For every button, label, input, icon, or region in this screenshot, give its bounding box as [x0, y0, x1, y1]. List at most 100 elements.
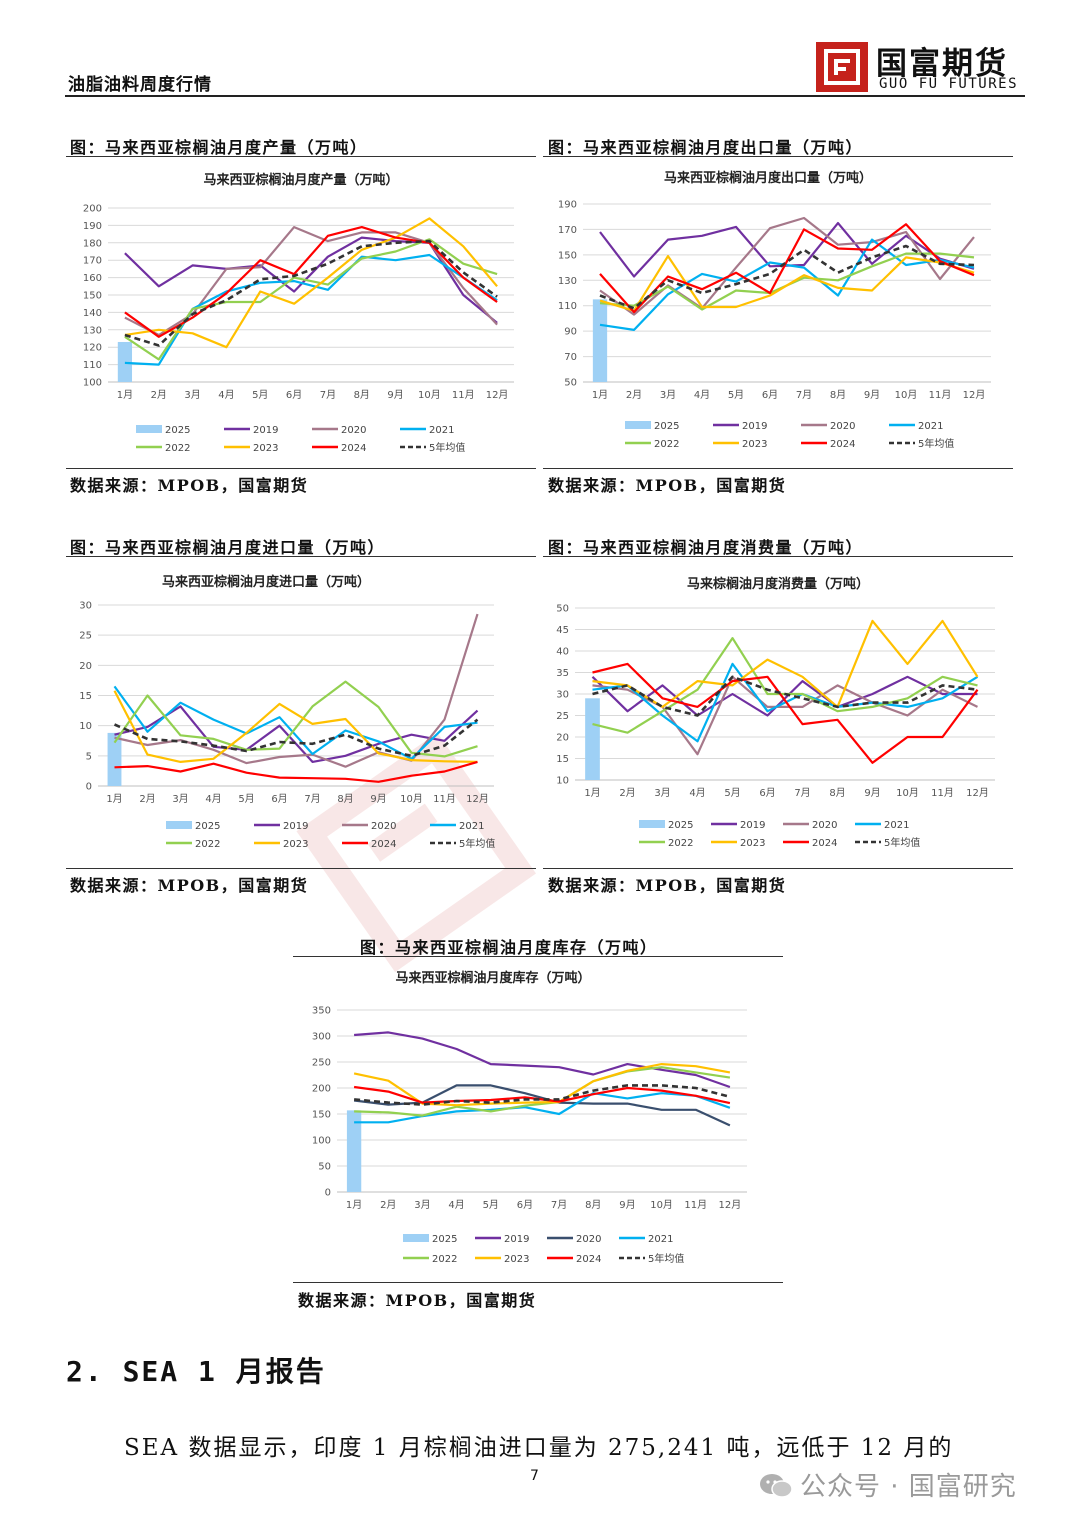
series-line-2019 — [591, 675, 978, 717]
x-tick-label: 6月 — [762, 389, 778, 401]
x-tick-label: 4月 — [689, 787, 705, 799]
company-logo-icon — [816, 42, 868, 92]
legend-label: 5年均值 — [648, 1252, 684, 1265]
y-tick-label: 170 — [558, 225, 577, 236]
series-line-2023 — [124, 217, 498, 349]
x-tick-label: 2月 — [139, 793, 155, 805]
y-tick-label: 50 — [556, 604, 569, 615]
page-number: 7 — [530, 1468, 539, 1484]
figure-rule — [543, 156, 1013, 157]
x-tick-label: 1月 — [346, 1199, 362, 1211]
figure-source: 数据来源：MPOB，国富期货 — [70, 476, 309, 495]
legend-label: 2020 — [576, 1234, 601, 1245]
body-paragraph: SEA 数据显示，印度 1 月棕榈油进口量为 275,241 吨，远低于 12 … — [124, 1435, 954, 1461]
y-tick-label: 200 — [312, 1084, 331, 1095]
y-tick-label: 200 — [83, 204, 102, 215]
section-title: 2. SEA 1 月报告 — [66, 1355, 326, 1388]
x-tick-label: 9月 — [619, 1199, 635, 1211]
y-tick-label: 30 — [79, 601, 92, 612]
series-line-2020 — [353, 1084, 731, 1127]
document-title: 油脂油料周度行情 — [68, 75, 212, 95]
x-tick-label: 6月 — [517, 1199, 533, 1211]
x-tick-label: 10月 — [895, 389, 918, 401]
x-tick-label: 5月 — [724, 787, 740, 799]
legend-swatch — [403, 1234, 429, 1242]
x-tick-label: 1月 — [592, 389, 608, 401]
y-tick-label: 300 — [312, 1032, 331, 1043]
legend-swatch — [166, 821, 192, 829]
company-name-cn: 国富期货 — [876, 46, 1008, 82]
legend-label: 2020 — [812, 820, 837, 831]
figure-rule — [66, 556, 536, 557]
legend-label: 2019 — [504, 1234, 529, 1245]
y-tick-label: 90 — [564, 327, 577, 338]
legend-label: 2025 — [654, 421, 679, 432]
x-tick-label: 11月 — [931, 787, 954, 799]
series-line-2021 — [124, 253, 498, 366]
bar-2025 — [585, 698, 600, 780]
chart-title: 马来西亚棕榈油月度产量（万吨） — [203, 172, 398, 188]
legend-label: 2023 — [283, 839, 308, 850]
wechat-icon — [758, 1472, 794, 1504]
figure-caption: 图：马来西亚棕榈油月度产量（万吨） — [70, 138, 368, 157]
y-tick-label: 15 — [556, 754, 569, 765]
x-tick-label: 4月 — [205, 793, 221, 805]
x-tick-label: 7月 — [304, 793, 320, 805]
export-chart: 马来西亚棕榈油月度出口量（万吨） 50 70 90 110 130 150 170 190 1月 2… — [558, 170, 991, 450]
legend-label: 2024 — [812, 838, 837, 849]
y-tick-label: 190 — [558, 200, 577, 211]
y-tick-label: 0 — [325, 1188, 331, 1199]
y-tick-label: 70 — [564, 352, 577, 363]
y-tick-label: 180 — [83, 238, 102, 249]
x-tick-label: 7月 — [320, 389, 336, 401]
series-line-2022 — [354, 1066, 731, 1117]
x-tick-label: 7月 — [796, 389, 812, 401]
series-line-avg — [353, 1084, 731, 1106]
figure-source: 数据来源：MPOB，国富期货 — [548, 876, 787, 895]
y-tick-label: 25 — [79, 631, 92, 642]
x-tick-label: 1月 — [117, 389, 133, 401]
legend-label: 2020 — [830, 421, 855, 432]
x-tick-label: 12月 — [719, 1199, 742, 1211]
legend-label: 2021 — [884, 820, 909, 831]
legend-label: 2019 — [740, 820, 765, 831]
x-tick-label: 10月 — [418, 389, 441, 401]
x-tick-label: 5月 — [728, 389, 744, 401]
inventory-chart: 马来西亚棕榈油月度库存（万吨） 0 50 100 150 200 250 300 350 1月 2月… — [312, 970, 747, 1265]
series-line-2019 — [354, 1031, 731, 1089]
x-tick-label: 2月 — [380, 1199, 396, 1211]
legend-label: 2023 — [742, 439, 767, 450]
series-line-avg — [592, 675, 978, 717]
y-tick-label: 150 — [558, 250, 577, 261]
figure-rule — [543, 556, 1013, 557]
legend-label: 2025 — [432, 1234, 457, 1245]
x-tick-label: 3月 — [660, 389, 676, 401]
x-tick-label: 5月 — [252, 389, 268, 401]
y-tick-label: 100 — [83, 378, 102, 389]
x-tick-label: 8月 — [337, 793, 353, 805]
legend-swatch — [625, 421, 651, 429]
x-tick-label: 11月 — [929, 389, 952, 401]
y-tick-label: 350 — [312, 1006, 331, 1017]
x-tick-label: 7月 — [794, 787, 810, 799]
y-tick-label: 0 — [86, 782, 92, 793]
series-line-avg — [599, 244, 975, 310]
series-line-2021 — [592, 662, 979, 743]
y-tick-label: 190 — [83, 221, 102, 232]
legend-swatch — [136, 425, 162, 433]
chart-title: 马来棕榈油月度消费量（万吨） — [687, 576, 869, 592]
x-tick-label: 8月 — [585, 1199, 601, 1211]
figure-rule — [293, 1282, 783, 1283]
figure-caption: 图：马来西亚棕榈油月度消费量（万吨） — [548, 538, 864, 557]
x-tick-label: 9月 — [370, 793, 386, 805]
y-tick-label: 110 — [558, 301, 577, 312]
y-tick-label: 40 — [556, 647, 569, 658]
x-tick-label: 1月 — [106, 793, 122, 805]
series-line-2022 — [124, 238, 498, 361]
x-tick-label: 5月 — [483, 1199, 499, 1211]
x-tick-label: 3月 — [172, 793, 188, 805]
x-tick-label: 10月 — [650, 1199, 673, 1211]
x-tick-label: 12月 — [963, 389, 986, 401]
figure-rule — [66, 156, 536, 157]
